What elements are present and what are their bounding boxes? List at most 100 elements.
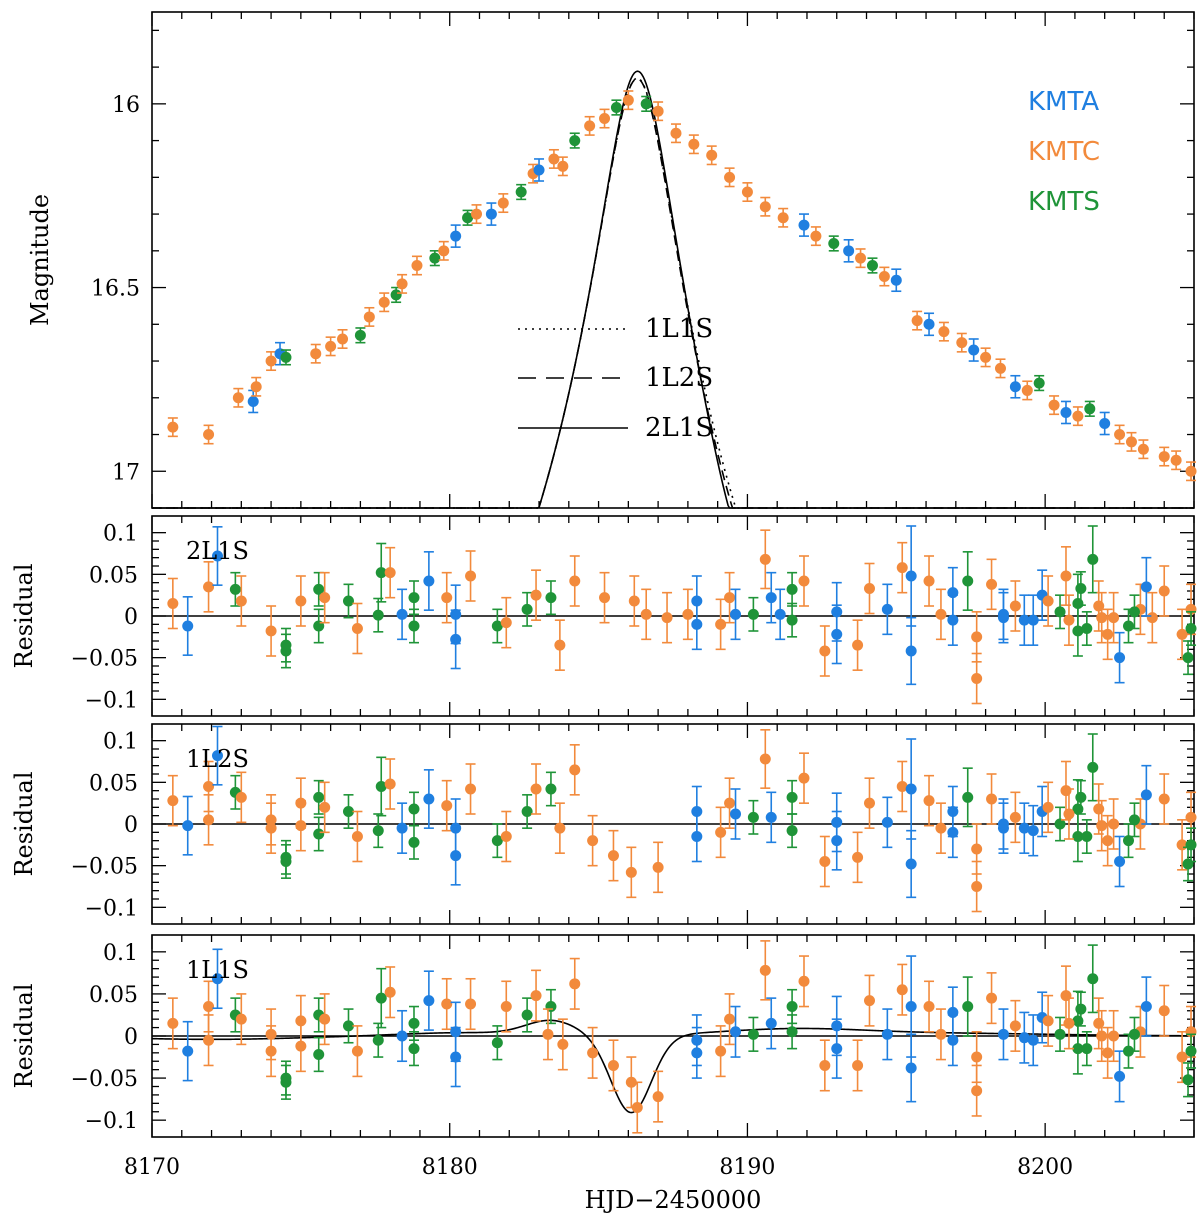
data-point-kmta	[798, 213, 810, 237]
data-point	[730, 808, 742, 820]
data-point-kmtc	[741, 182, 753, 203]
residual-point-kmta	[1140, 556, 1152, 617]
y-tick-label: 0.05	[89, 771, 138, 796]
data-point	[1185, 839, 1197, 851]
data-point	[465, 570, 477, 582]
data-point-kmtc	[1048, 395, 1060, 416]
residual-point-kmtc	[295, 575, 307, 627]
residual-point-kmtc	[167, 774, 179, 827]
data-point	[905, 645, 917, 657]
residual-point-kmta	[947, 806, 959, 859]
data-point	[1087, 973, 1099, 985]
data-point	[235, 595, 247, 607]
data-point	[325, 340, 337, 352]
data-point	[1042, 1015, 1054, 1027]
data-point	[265, 355, 277, 367]
data-point	[1108, 818, 1120, 830]
data-point-kmts	[1084, 400, 1096, 417]
residual-point-kmtc	[384, 758, 396, 810]
data-point-kmts	[515, 183, 527, 201]
residual-point-kmta	[396, 802, 408, 854]
data-point	[211, 973, 223, 985]
data-point	[351, 1045, 363, 1057]
data-point	[896, 562, 908, 574]
data-point	[167, 795, 179, 807]
residual-point-kmtc	[1158, 984, 1170, 1037]
residual-point-kmtc	[798, 555, 810, 607]
data-point	[375, 992, 387, 1004]
data-point	[1128, 606, 1140, 618]
data-point	[1182, 1074, 1194, 1086]
residual-point-kmtc	[1108, 1009, 1120, 1063]
data-point	[715, 1045, 727, 1057]
data-point	[1185, 465, 1197, 477]
data-point	[423, 793, 435, 805]
residual-point-kmts	[372, 597, 384, 633]
data-point	[557, 160, 569, 172]
residual-point-kmtc	[935, 588, 947, 641]
data-point	[774, 608, 786, 620]
residual-point-kmtc	[652, 1070, 664, 1123]
data-point	[1123, 620, 1135, 632]
data-point	[530, 589, 542, 601]
residual-point-kmta	[182, 1020, 194, 1082]
residual-point-kmtc	[587, 1026, 599, 1079]
residual-point-kmtc	[1009, 999, 1021, 1052]
data-point	[203, 429, 215, 441]
legend-kmtc: KMTC	[1028, 137, 1100, 167]
data-point	[786, 1001, 798, 1013]
data-point	[342, 806, 354, 817]
data-point	[747, 1028, 759, 1040]
data-point-kmtc	[759, 196, 771, 217]
data-point	[747, 608, 759, 620]
residual-model-curve	[151, 1019, 1194, 1114]
data-point	[497, 197, 509, 209]
data-point	[203, 581, 215, 593]
residual-point-kmta	[831, 604, 843, 665]
residual-point-kmtc	[759, 940, 771, 1001]
residual-point-kmts	[1087, 525, 1099, 594]
data-point	[1140, 789, 1152, 801]
data-point	[971, 881, 983, 892]
residual-point-kmtc	[819, 835, 831, 888]
residual-point-kmta	[997, 1008, 1009, 1061]
data-point-kmtc	[396, 273, 408, 294]
data-point	[1072, 1043, 1084, 1055]
residual-point-kmta	[423, 970, 435, 1031]
data-point	[640, 608, 652, 620]
data-point	[372, 825, 384, 837]
residual-point-kmta	[1114, 835, 1126, 888]
residual-point-kmts	[375, 967, 387, 1029]
residual-point-kmtc	[863, 974, 875, 1027]
y-tick-label: 0	[124, 605, 138, 630]
residual-point-kmtc	[986, 773, 998, 825]
data-point	[390, 289, 402, 301]
residual-point-kmta	[905, 738, 917, 840]
data-point-kmtc	[471, 204, 483, 225]
residual-point-kmtc	[1042, 994, 1054, 1047]
data-point	[971, 843, 983, 855]
residual-point-kmts	[408, 791, 420, 827]
data-point	[545, 592, 557, 604]
residual-point-kmtc	[1093, 997, 1105, 1050]
data-point	[947, 614, 959, 626]
data-point-kmtc	[584, 115, 596, 136]
residual-point-kmts	[1128, 1016, 1140, 1052]
data-point	[295, 595, 307, 607]
data-point-kmtc	[325, 336, 337, 357]
data-point	[911, 315, 923, 327]
residual-point-kmtc	[798, 955, 810, 1008]
data-point	[866, 260, 878, 272]
data-point	[923, 575, 935, 587]
data-point-kmtc	[911, 310, 923, 331]
x-tick-label: 8170	[124, 1155, 180, 1180]
residual-point-kmts	[1054, 594, 1066, 630]
data-point	[1009, 811, 1021, 823]
residual-point-kmtc	[1176, 608, 1188, 661]
data-point	[569, 135, 581, 147]
data-point-kmtc	[557, 156, 569, 177]
data-point	[1009, 1020, 1021, 1032]
data-point	[947, 826, 959, 838]
residual-point-kmta	[1036, 569, 1048, 621]
data-point	[203, 814, 215, 826]
